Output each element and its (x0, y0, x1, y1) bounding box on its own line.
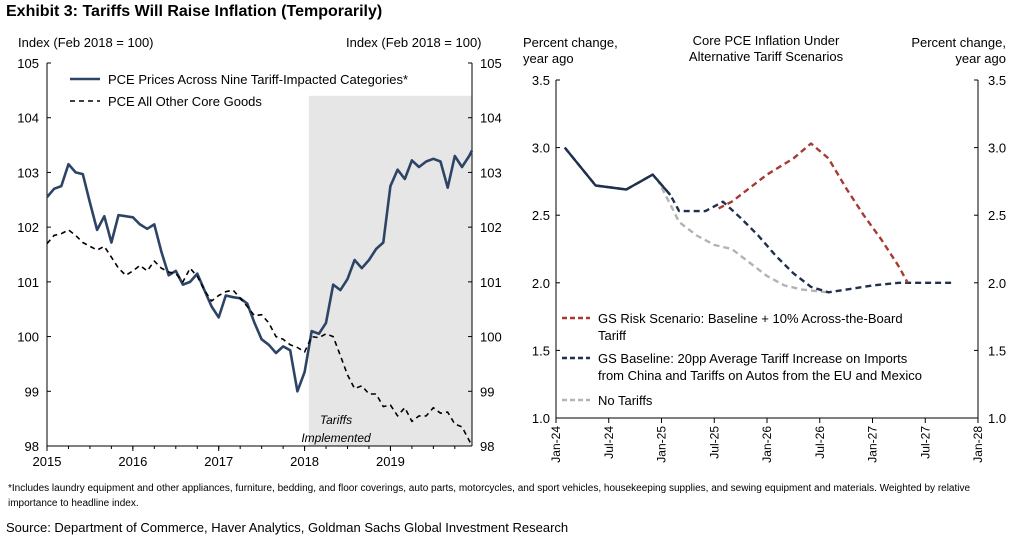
series-line-1 (46, 229, 473, 447)
left-chart-ylabel-left: Index (Feb 2018 = 100) (18, 35, 154, 50)
series-line-0 (46, 149, 474, 393)
series-line-0 (718, 142, 909, 284)
y-tick-label-left: 102 (17, 220, 39, 235)
y-tick-label-left: 99 (25, 384, 39, 399)
x-tick-label: Jan-28 (971, 426, 985, 463)
y-tick-label-left: 2.5 (532, 208, 550, 223)
x-tick-label: Jan-27 (866, 426, 880, 463)
legend-label-1-line0: GS Baseline: 20pp Average Tariff Increas… (598, 351, 908, 366)
right-chart-title-line2: Alternative Tariff Scenarios (689, 49, 844, 64)
legend-label-0-line1: Tariff (598, 328, 626, 343)
x-tick-label: Jul-27 (918, 426, 932, 459)
x-tick-label: Jul-24 (602, 426, 616, 459)
right-chart-ylabel-right-line2: year ago (955, 51, 1006, 66)
y-tick-label-right: 99 (480, 384, 494, 399)
tariff-shaded-region (308, 95, 472, 446)
y-tick-label-right: 3.0 (988, 141, 1006, 156)
x-tick-label: 2019 (376, 454, 405, 469)
series-line-1-history (563, 146, 672, 196)
y-tick-label-right: 103 (480, 165, 502, 180)
exhibit-title: Exhibit 3: Tariffs Will Raise Inflation … (6, 3, 383, 20)
right-chart-ylabel-left-line2: year ago (523, 51, 574, 66)
legend-label-0-line0: GS Risk Scenario: Baseline + 10% Across-… (598, 311, 903, 326)
x-tick-label: Jan-25 (655, 426, 669, 463)
y-tick-label-right: 2.5 (988, 208, 1006, 223)
x-tick-label: 2018 (290, 454, 319, 469)
legend-label-2-line0: No Tariffs (598, 393, 653, 408)
y-tick-label-left: 101 (17, 275, 39, 290)
right-chart-ylabel-left-line1: Percent change, (523, 35, 618, 50)
legend-label-0: PCE Prices Across Nine Tariff-Impacted C… (108, 72, 408, 87)
left-chart: Tariffs Implemented 98 98 99 99 100 100 101 101 10… (17, 35, 501, 469)
y-tick-label-right: 104 (480, 111, 502, 126)
x-tick-label: Jan-26 (760, 426, 774, 463)
y-tick-label-right: 1.0 (988, 411, 1006, 426)
legend-label-1-line1: from China and Tariffs on Autos from the… (598, 368, 922, 383)
y-tick-label-right: 98 (480, 439, 494, 454)
y-tick-label-right: 1.5 (988, 343, 1006, 358)
y-tick-label-right: 101 (480, 275, 502, 290)
y-tick-label-left: 1.5 (532, 343, 550, 358)
legend-label-1: PCE All Other Core Goods (108, 94, 262, 109)
y-tick-label-left: 98 (25, 439, 39, 454)
shaded-region-label-line1: Tariffs (320, 413, 352, 427)
right-chart: 1.0 1.0 1.5 1.5 2.0 2.0 2.5 2.5 3.0 3.0 3.5 3.5 Jan-… (523, 33, 1006, 463)
x-tick-label: Jul-26 (813, 426, 827, 459)
y-tick-label-right: 105 (480, 56, 502, 71)
y-tick-label-right: 3.5 (988, 73, 1006, 88)
right-chart-ylabel-right-line1: Percent change, (911, 35, 1006, 50)
y-tick-label-left: 103 (17, 165, 39, 180)
x-tick-label: 2015 (33, 454, 62, 469)
right-chart-title-line1: Core PCE Inflation Under (693, 33, 840, 48)
series-line-2 (656, 178, 829, 294)
source-line: Source: Department of Commerce, Haver An… (6, 520, 569, 535)
y-tick-label-right: 2.0 (988, 276, 1006, 291)
y-tick-label-left: 100 (17, 330, 39, 345)
x-tick-label: 2016 (118, 454, 147, 469)
y-tick-label-right: 102 (480, 220, 502, 235)
left-chart-ylabel-right: Index (Feb 2018 = 100) (346, 35, 482, 50)
x-tick-label: Jan-24 (549, 426, 563, 463)
footnote: *Includes laundry equipment and other ap… (8, 483, 971, 509)
x-tick-label: Jul-25 (707, 426, 721, 459)
y-tick-label-left: 3.5 (532, 73, 550, 88)
y-tick-label-left: 3.0 (532, 141, 550, 156)
shaded-region-label-line2: Implemented (301, 431, 371, 445)
x-tick-label: 2017 (204, 454, 233, 469)
y-tick-label-left: 104 (17, 111, 39, 126)
y-tick-label-left: 2.0 (532, 276, 550, 291)
y-tick-label-right: 100 (480, 330, 502, 345)
y-tick-label-left: 1.0 (532, 411, 550, 426)
y-tick-label-left: 105 (17, 56, 39, 71)
